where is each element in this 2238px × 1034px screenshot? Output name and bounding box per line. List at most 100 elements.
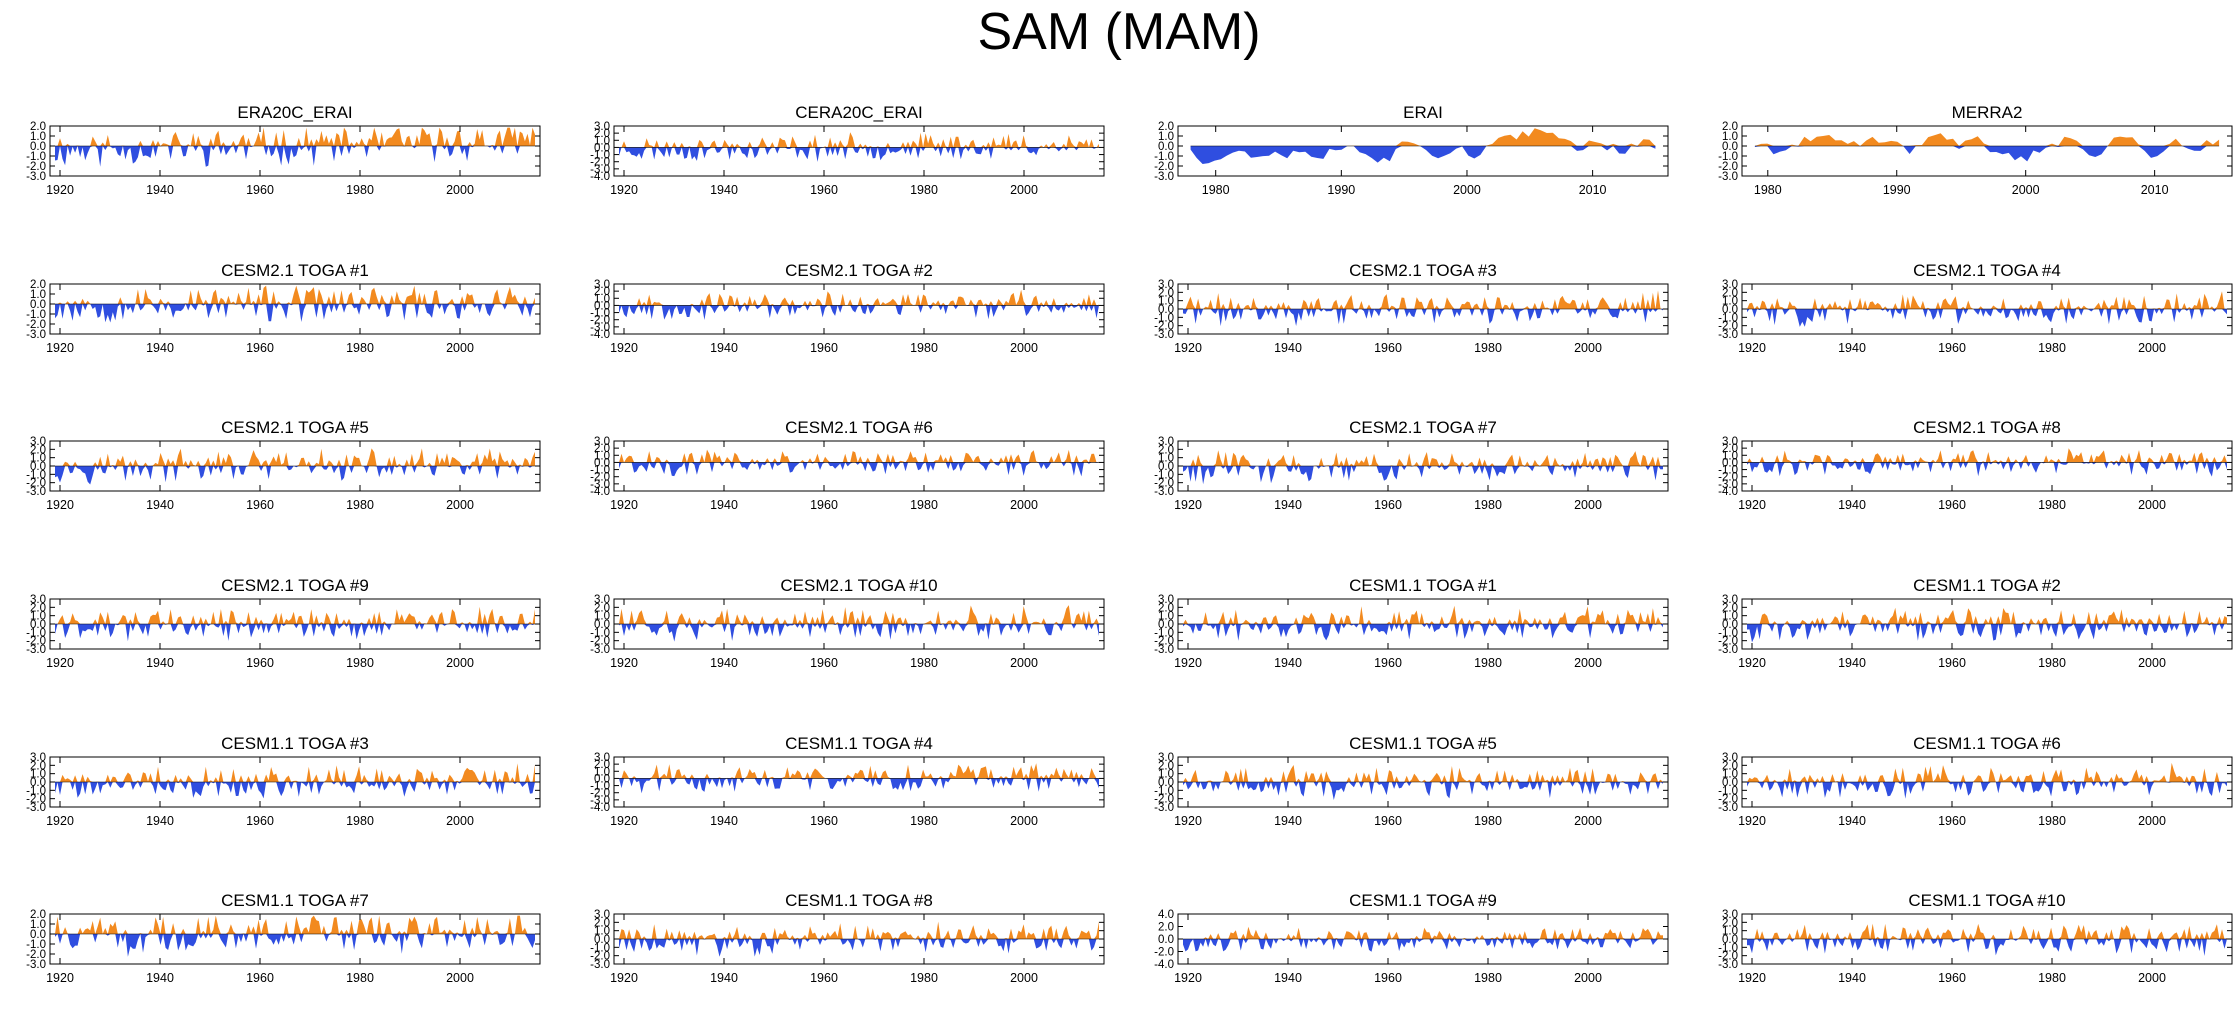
y-tick-label: 3.0 bbox=[594, 594, 610, 606]
y-tick-label: 3.0 bbox=[1722, 279, 1738, 291]
y-tick-label: -2.0 bbox=[1718, 161, 1738, 173]
y-tick-label: 3.0 bbox=[30, 752, 46, 764]
x-tick-label: 2000 bbox=[1010, 656, 1038, 670]
panel-title: CESM2.1 TOGA #5 bbox=[221, 418, 369, 437]
positive-anomaly-area bbox=[1754, 133, 2220, 146]
y-tick-label: -1.0 bbox=[26, 785, 46, 797]
y-tick-label: 2.0 bbox=[30, 121, 46, 133]
x-tick-label: 1960 bbox=[1374, 341, 1402, 355]
panel-title: CESM2.1 TOGA #10 bbox=[780, 576, 937, 595]
x-tick-label: 1940 bbox=[1274, 971, 1302, 985]
y-tick-label: 1.0 bbox=[594, 450, 610, 462]
x-tick-label: 1980 bbox=[1474, 341, 1502, 355]
y-tick-label: 3.0 bbox=[1722, 594, 1738, 606]
x-tick-label: 1980 bbox=[346, 814, 374, 828]
x-tick-label: 1920 bbox=[1738, 341, 1766, 355]
x-tick-label: 1940 bbox=[1838, 971, 1866, 985]
y-tick-label: 1.0 bbox=[1722, 611, 1738, 623]
x-tick-label: 1960 bbox=[246, 341, 274, 355]
x-tick-label: 1980 bbox=[910, 498, 938, 512]
y-tick-label: 2.0 bbox=[1158, 444, 1174, 456]
x-tick-label: 2000 bbox=[1010, 498, 1038, 512]
positive-anomaly-area bbox=[1747, 607, 2227, 624]
plot-frame bbox=[1177, 125, 1669, 177]
y-tick-label: -2.0 bbox=[1154, 794, 1174, 806]
x-tick-label: 2000 bbox=[2138, 341, 2166, 355]
negative-anomaly-area bbox=[1183, 939, 1663, 952]
y-tick-label: -3.0 bbox=[26, 329, 46, 341]
x-tick-label: 1920 bbox=[610, 341, 638, 355]
x-tick-label: 1960 bbox=[810, 498, 838, 512]
x-tick-label: 1960 bbox=[1938, 814, 1966, 828]
y-tick-label: -1.0 bbox=[1718, 627, 1738, 639]
y-tick-label: -2.0 bbox=[1718, 951, 1738, 963]
y-tick-label: -3.0 bbox=[1154, 486, 1174, 498]
positive-anomaly-area bbox=[619, 605, 1099, 624]
y-tick-label: 3.0 bbox=[594, 752, 610, 764]
x-tick-label: 1960 bbox=[810, 656, 838, 670]
y-tick-label: 4.0 bbox=[1158, 909, 1174, 921]
y-tick-label: 0.0 bbox=[30, 299, 46, 311]
x-tick-label: 1980 bbox=[346, 971, 374, 985]
x-tick-label: 1940 bbox=[1838, 814, 1866, 828]
x-tick-label: 1960 bbox=[810, 183, 838, 197]
panel-title: ERA20C_ERAI bbox=[237, 103, 352, 122]
y-tick-label: 0.0 bbox=[594, 934, 610, 946]
y-tick-label: -4.0 bbox=[1154, 959, 1174, 971]
x-tick-label: 1940 bbox=[146, 971, 174, 985]
positive-anomaly-area bbox=[55, 915, 535, 934]
x-tick-label: 1920 bbox=[46, 183, 74, 197]
panel-title: CERA20C_ERAI bbox=[795, 103, 923, 122]
y-tick-label: -2.0 bbox=[1154, 947, 1174, 959]
y-tick-label: 2.0 bbox=[594, 917, 610, 929]
x-tick-label: 1920 bbox=[1738, 498, 1766, 512]
negative-anomaly-area bbox=[55, 782, 535, 799]
negative-anomaly-area bbox=[1747, 782, 2227, 799]
x-tick-label: 1960 bbox=[1374, 971, 1402, 985]
x-tick-label: 2000 bbox=[1574, 341, 1602, 355]
y-tick-label: -1.0 bbox=[1718, 312, 1738, 324]
positive-anomaly-area bbox=[1183, 765, 1663, 782]
y-tick-label: 3.0 bbox=[594, 909, 610, 921]
y-tick-label: -2.0 bbox=[590, 788, 610, 800]
x-tick-label: 2000 bbox=[446, 814, 474, 828]
x-tick-label: 2010 bbox=[2141, 183, 2169, 197]
y-tick-label: 1.0 bbox=[594, 135, 610, 147]
positive-anomaly-area bbox=[1747, 291, 2227, 309]
negative-anomaly-area bbox=[1183, 466, 1663, 485]
negative-anomaly-area bbox=[1183, 309, 1663, 327]
y-tick-label: -4.0 bbox=[1718, 486, 1738, 498]
positive-anomaly-area bbox=[619, 921, 1099, 939]
y-tick-label: -2.0 bbox=[1718, 321, 1738, 333]
panel-title: CESM1.1 TOGA #7 bbox=[221, 891, 369, 910]
panel-title: CESM2.1 TOGA #9 bbox=[221, 576, 369, 595]
negative-anomaly-area bbox=[55, 146, 535, 167]
y-tick-label: -3.0 bbox=[1718, 171, 1738, 183]
y-tick-label: -3.0 bbox=[590, 322, 610, 334]
positive-anomaly-area bbox=[1747, 762, 2227, 782]
y-tick-label: -2.0 bbox=[590, 472, 610, 484]
y-tick-label: 2.0 bbox=[30, 760, 46, 772]
negative-anomaly-area bbox=[619, 624, 1099, 642]
x-tick-label: 1980 bbox=[2038, 656, 2066, 670]
x-tick-label: 1980 bbox=[910, 656, 938, 670]
x-tick-label: 1980 bbox=[1754, 183, 1782, 197]
negative-anomaly-area bbox=[55, 624, 535, 642]
positive-anomaly-area bbox=[1747, 448, 2227, 463]
y-tick-label: -1.0 bbox=[590, 781, 610, 793]
negative-anomaly-area bbox=[1183, 782, 1663, 800]
y-tick-label: -1.0 bbox=[590, 627, 610, 639]
positive-anomaly-area bbox=[55, 763, 535, 782]
y-tick-label: -4.0 bbox=[590, 486, 610, 498]
y-tick-label: 2.0 bbox=[1722, 602, 1738, 614]
y-tick-label: -1.0 bbox=[26, 469, 46, 481]
x-tick-label: 1920 bbox=[46, 341, 74, 355]
x-tick-label: 1980 bbox=[910, 341, 938, 355]
x-tick-label: 1960 bbox=[1374, 656, 1402, 670]
